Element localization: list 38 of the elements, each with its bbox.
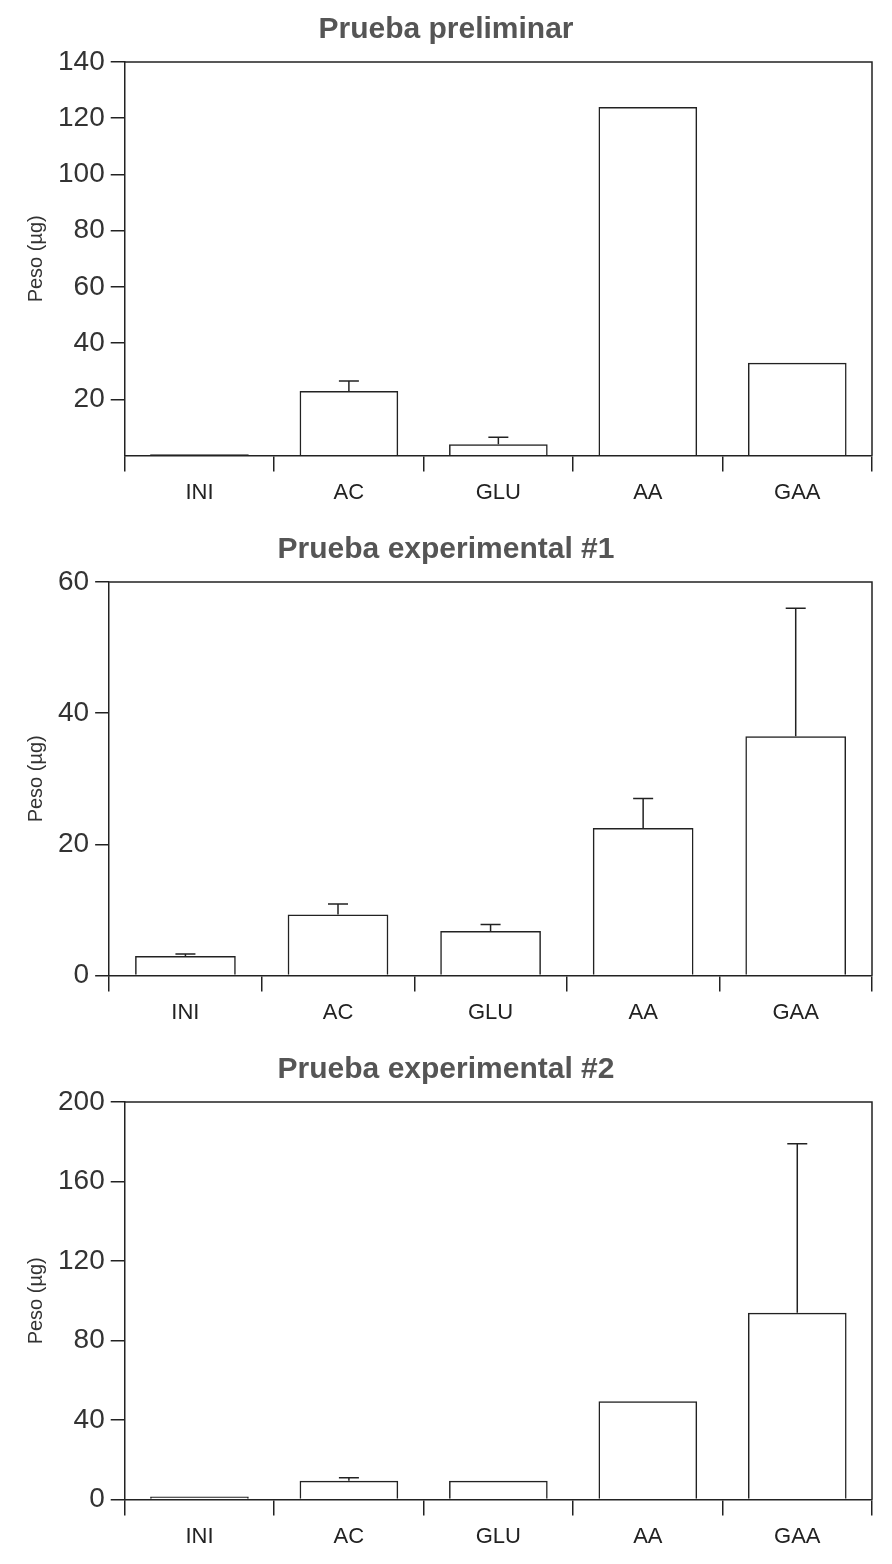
x-tick-label: AA: [633, 478, 663, 504]
y-tick-label: 0: [73, 958, 90, 990]
y-tick-label: 20: [57, 827, 90, 859]
y-tick-label: 120: [58, 1243, 105, 1275]
y-tick-label: 120: [58, 100, 105, 132]
y-tick-label: 60: [73, 269, 105, 301]
x-tick-label: INI: [185, 1522, 214, 1548]
y-tick-label: 0: [89, 1482, 105, 1514]
x-tick-label: GLU: [467, 998, 514, 1024]
y-tick-label: 100: [58, 157, 105, 189]
x-tick-label: INI: [171, 998, 200, 1024]
x-tick-label: AA: [633, 1522, 663, 1548]
x-tick-label: AC: [322, 998, 354, 1024]
x-tick-label: GAA: [772, 998, 820, 1024]
x-tick-label: INI: [185, 478, 214, 504]
y-tick-label: 80: [73, 213, 105, 245]
y-tick-label: 40: [57, 695, 90, 727]
y-tick-label: 40: [73, 1402, 105, 1434]
y-tick-label: 160: [58, 1164, 105, 1196]
x-tick-label: GLU: [475, 478, 521, 504]
y-axis-title: Peso (µg): [23, 735, 46, 823]
chart-title: Prueba experimental #1: [277, 531, 615, 565]
y-tick-label: 140: [58, 44, 105, 76]
x-tick-label: AC: [333, 478, 365, 504]
y-tick-label: 60: [57, 564, 90, 596]
y-tick-label: 200: [58, 1084, 105, 1116]
y-axis-title: Peso (µg): [23, 1257, 46, 1345]
x-tick-label: AA: [628, 998, 659, 1024]
chart-title: Prueba preliminar: [318, 11, 574, 45]
x-tick-label: AC: [333, 1522, 365, 1548]
y-tick-label: 40: [73, 325, 105, 357]
x-tick-label: GAA: [774, 478, 821, 504]
chart-title: Prueba experimental #2: [277, 1051, 615, 1085]
y-tick-label: 80: [73, 1323, 105, 1355]
y-axis-title: Peso (µg): [23, 215, 46, 303]
x-tick-label: GAA: [774, 1522, 821, 1548]
y-tick-label: 20: [73, 382, 105, 414]
x-tick-label: GLU: [475, 1522, 521, 1548]
